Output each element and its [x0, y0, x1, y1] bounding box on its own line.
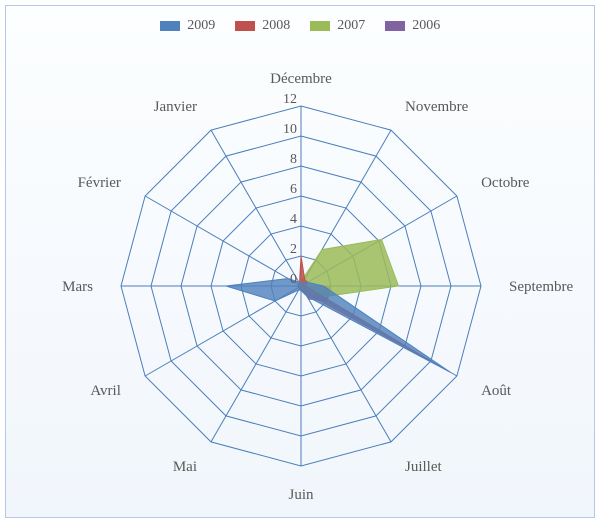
axis-label: Juin	[288, 487, 314, 503]
legend-swatch-2009	[160, 21, 180, 31]
legend-item-2007: 2007	[310, 18, 366, 34]
axis-label: Juillet	[405, 459, 442, 475]
legend-label-2008: 2008	[262, 18, 290, 33]
legend-label-2009: 2009	[187, 18, 215, 33]
legend-swatch-2006	[385, 21, 405, 31]
axis-label: Mars	[62, 279, 93, 295]
tick-label: 8	[290, 152, 297, 167]
tick-label: 0	[290, 272, 297, 287]
legend-swatch-2007	[310, 21, 330, 31]
tick-label: 6	[290, 182, 297, 197]
radar-chart-container: 2009 2008 2007 2006 Décembre Novembre Octo…	[5, 5, 595, 518]
legend: 2009 2008 2007 2006	[6, 18, 594, 34]
axis-label: Avril	[90, 383, 121, 399]
legend-item-2008: 2008	[235, 18, 291, 34]
tick-label: 2	[290, 242, 297, 257]
legend-label-2006: 2006	[412, 18, 440, 33]
radar-chart-svg: Décembre Novembre Octobre Septembre Août Juil…	[6, 46, 596, 519]
axis-label: Novembre	[405, 99, 469, 115]
axis-label: Janvier	[154, 99, 197, 115]
tick-label: 10	[283, 122, 297, 137]
tick-label: 12	[283, 92, 297, 107]
axis-label: Février	[78, 175, 121, 191]
tick-label: 4	[290, 212, 297, 227]
axis-label: Octobre	[481, 175, 530, 191]
axis-label: Décembre	[270, 71, 332, 87]
axis-label: Août	[481, 383, 512, 399]
legend-label-2007: 2007	[337, 18, 365, 33]
legend-swatch-2008	[235, 21, 255, 31]
axis-label: Septembre	[509, 279, 573, 295]
axis-label: Mai	[173, 459, 197, 475]
legend-item-2006: 2006	[385, 18, 441, 34]
legend-item-2009: 2009	[160, 18, 216, 34]
